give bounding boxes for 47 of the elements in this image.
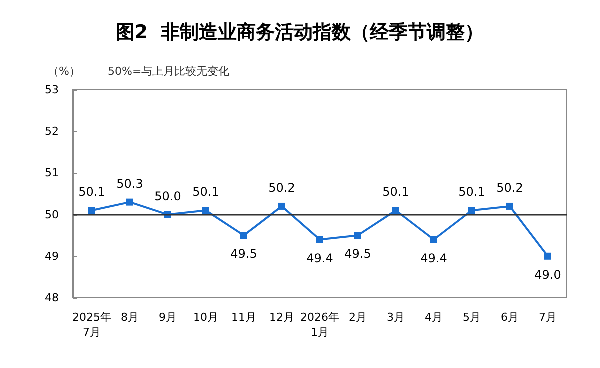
- x-tick-label: 11月: [232, 311, 256, 324]
- point: [354, 232, 362, 240]
- text: 49.5: [344, 247, 372, 262]
- x-tick-label: 10月: [194, 311, 218, 324]
- text: 50.1: [192, 185, 220, 200]
- x-tick-label: 6月: [501, 311, 519, 324]
- y-tick-label: 48: [45, 292, 59, 304]
- text: 49.0: [534, 268, 562, 282]
- y-tick-label: 49: [45, 250, 59, 263]
- y-axis-title: （%）: [48, 65, 80, 78]
- text: 49.4: [420, 251, 448, 266]
- x-tick-label: 4月: [425, 311, 443, 324]
- point: [430, 236, 438, 244]
- text: 50%=与上月比较无变化: [108, 65, 230, 78]
- x-tick-label: 2月: [349, 311, 367, 324]
- text: 50.0: [154, 189, 182, 204]
- point: [278, 202, 286, 210]
- point: [468, 207, 476, 214]
- chart-title: 图2 非制造业商务活动指数（经季节调整）: [116, 22, 484, 44]
- text: 49.4: [306, 251, 334, 266]
- x-tick-label: 9月: [159, 311, 177, 324]
- point: [126, 198, 134, 206]
- point: [88, 207, 96, 214]
- text: 50.1: [78, 185, 106, 200]
- y-tick-label: 52: [45, 125, 59, 138]
- text: 50.1: [458, 185, 486, 200]
- x-tick-label: 12月: [270, 311, 294, 324]
- point: [316, 236, 324, 244]
- point: [544, 252, 552, 260]
- y-tick-label: 53: [45, 84, 59, 96]
- x-tick-label: 2025年 7月: [72, 311, 112, 339]
- point: [202, 207, 210, 214]
- text: 50.2: [496, 180, 524, 195]
- x-tick-label: 8月: [121, 311, 139, 324]
- point: [240, 232, 248, 240]
- text: 49.5: [230, 247, 258, 262]
- text: 50.3: [116, 176, 144, 191]
- text: 50.2: [268, 180, 296, 195]
- point: [392, 207, 400, 214]
- point: [506, 202, 514, 210]
- x-tick-label: 2026年 1月: [300, 311, 340, 339]
- text: 50.1: [382, 185, 410, 200]
- x-tick-label: 7月: [539, 311, 557, 324]
- y-tick-label: 51: [45, 166, 59, 180]
- x-tick-label: 3月: [387, 311, 405, 324]
- y-tick-label: 50: [45, 208, 59, 222]
- x-tick-label: 5月: [463, 311, 481, 324]
